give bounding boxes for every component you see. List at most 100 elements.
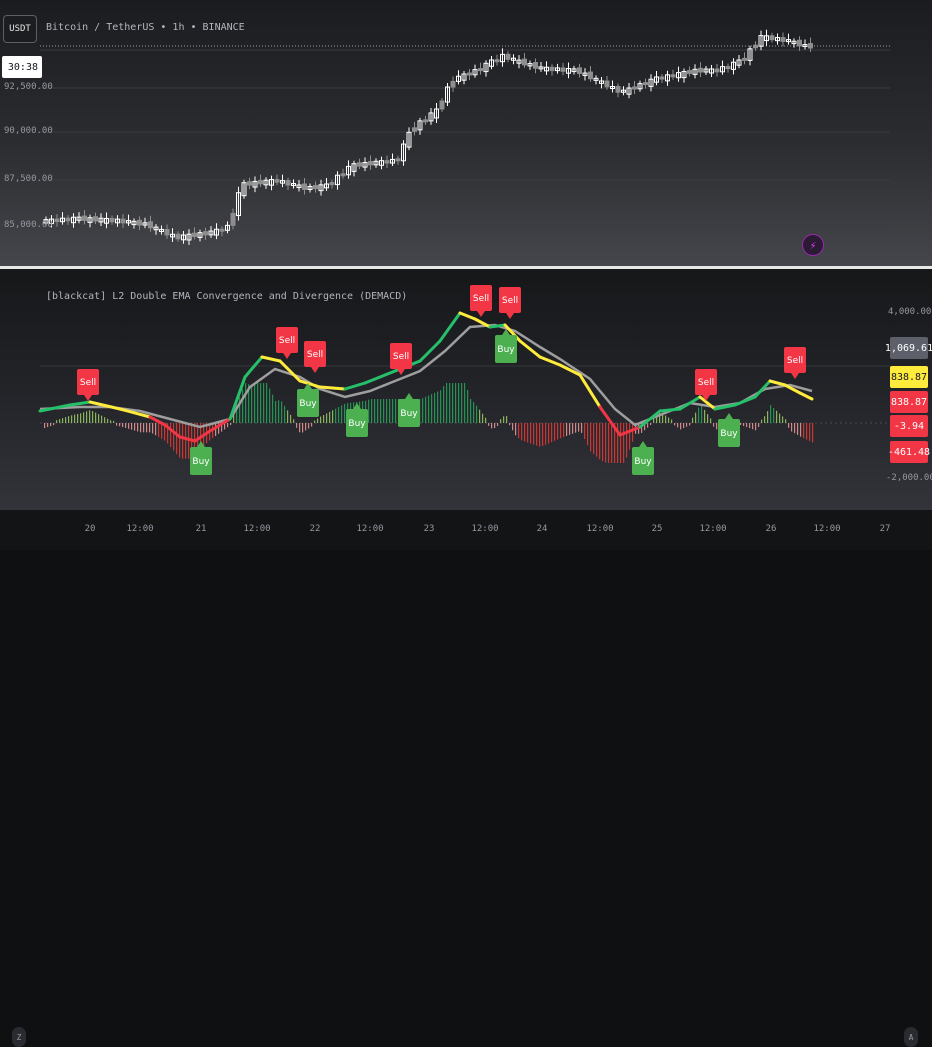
buy-signal: Buy	[297, 383, 319, 417]
demacd-line	[698, 395, 717, 411]
histogram-bar	[68, 416, 70, 423]
candle	[775, 37, 780, 42]
candle	[181, 234, 186, 241]
candle	[137, 219, 142, 226]
candle	[626, 87, 632, 95]
sell-label: Sell	[307, 350, 323, 360]
candle	[406, 131, 412, 148]
candle	[698, 67, 703, 73]
histogram-bar	[125, 423, 127, 428]
buy-label-bg	[190, 447, 212, 475]
candle	[346, 165, 351, 176]
candle	[703, 68, 709, 73]
indicator-chart[interactable]: Sell Sell Sell Sell Sell Sell Sell Sell Buy Buy Bu…	[0, 269, 932, 510]
histogram-bar	[479, 409, 481, 423]
sell-signal: Sell	[695, 369, 717, 401]
candle	[544, 66, 549, 72]
candle	[643, 82, 648, 86]
histogram-bar	[698, 407, 700, 423]
candle	[434, 108, 439, 119]
demacd-line	[438, 311, 462, 343]
demacd-line	[618, 425, 642, 437]
demacd-line	[458, 311, 477, 321]
indicator-pane[interactable]: Sell Sell Sell Sell Sell Sell Sell Sell Buy Buy Bu…	[0, 269, 932, 510]
histogram-bar	[701, 405, 703, 423]
candle	[318, 184, 324, 192]
candle	[637, 83, 643, 90]
candle	[164, 229, 170, 236]
candle	[104, 218, 109, 224]
candle	[71, 216, 76, 224]
time-axis[interactable]: Z A	[0, 510, 932, 1047]
histogram-bar	[677, 423, 679, 428]
histogram-bar	[764, 416, 766, 423]
histogram-bar	[215, 423, 217, 436]
indicator-title[interactable]: [blackcat] L2 Double EMA Convergence and…	[46, 291, 408, 302]
histogram-bar	[377, 399, 379, 423]
price-chart[interactable]	[0, 0, 932, 266]
lightning-icon[interactable]: ⚡	[802, 234, 824, 256]
histogram-bar	[452, 383, 454, 423]
candle	[412, 127, 417, 132]
histogram-bar	[314, 420, 316, 423]
histogram-bar	[608, 423, 610, 463]
buy-pointer	[502, 329, 510, 335]
candle	[577, 67, 582, 74]
sell-signal: Sell	[784, 347, 806, 379]
histogram-bar	[812, 423, 814, 443]
candle	[549, 66, 555, 72]
candle	[769, 35, 775, 41]
candle	[203, 231, 208, 236]
candle	[786, 39, 791, 43]
histogram-bar	[113, 420, 115, 423]
histogram-bar	[254, 383, 256, 423]
histogram-bar	[383, 399, 385, 423]
candle	[258, 179, 263, 185]
sell-label-bg	[390, 343, 412, 369]
histogram-bar	[83, 412, 85, 423]
candle	[791, 40, 797, 45]
histogram-bar	[98, 414, 100, 423]
demacd-line	[118, 407, 152, 419]
buy-label-bg	[346, 409, 368, 437]
candle	[357, 162, 362, 167]
histogram-bar	[218, 423, 220, 434]
buy-label-bg	[297, 389, 319, 417]
histogram-bar	[713, 423, 715, 427]
a-icon[interactable]: A	[904, 1027, 918, 1047]
symbol-badge[interactable]: USDT	[3, 15, 37, 43]
histogram-bar	[515, 423, 517, 436]
candle	[621, 89, 626, 93]
histogram-bar	[545, 423, 547, 445]
histogram-bar	[641, 423, 643, 433]
histogram-bar	[266, 383, 268, 423]
histogram-bar	[518, 423, 520, 439]
histogram-bar	[62, 418, 64, 423]
histogram-bar	[71, 415, 73, 423]
pane-separator[interactable]	[0, 266, 932, 269]
demacd-line	[178, 435, 197, 443]
histogram-bar	[302, 423, 304, 433]
demacd-line	[578, 373, 602, 409]
histogram-bar	[683, 423, 685, 429]
candle	[65, 217, 71, 222]
histogram-bar	[161, 423, 163, 439]
candle	[758, 35, 764, 47]
candle	[731, 61, 736, 70]
histogram-bar	[740, 423, 742, 425]
histogram-bar	[188, 423, 190, 459]
time-label: 12:00	[356, 524, 384, 534]
time-label: 23	[423, 524, 435, 534]
price-pane[interactable]: USDT Bitcoin / TetherUS • 1h • BINANCE 3…	[0, 0, 932, 266]
histogram-bar	[668, 417, 670, 423]
histogram-bar	[326, 413, 328, 423]
histogram-bar	[644, 423, 646, 431]
candle	[395, 158, 401, 162]
candle	[153, 226, 159, 231]
histogram-bar	[620, 423, 622, 463]
z-icon[interactable]: Z	[12, 1027, 26, 1047]
histogram-bar	[782, 416, 784, 423]
histogram-bar	[173, 423, 175, 451]
histogram-bar	[284, 405, 286, 423]
candle	[230, 212, 236, 226]
